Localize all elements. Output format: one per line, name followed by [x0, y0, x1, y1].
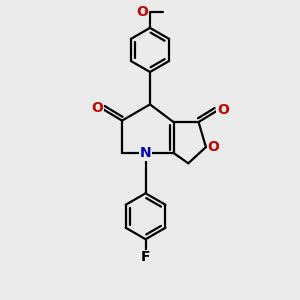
Text: F: F — [141, 250, 150, 265]
Text: O: O — [137, 5, 148, 19]
Text: O: O — [217, 103, 229, 117]
Text: O: O — [207, 140, 219, 154]
Text: N: N — [140, 146, 152, 160]
Text: O: O — [91, 101, 103, 115]
